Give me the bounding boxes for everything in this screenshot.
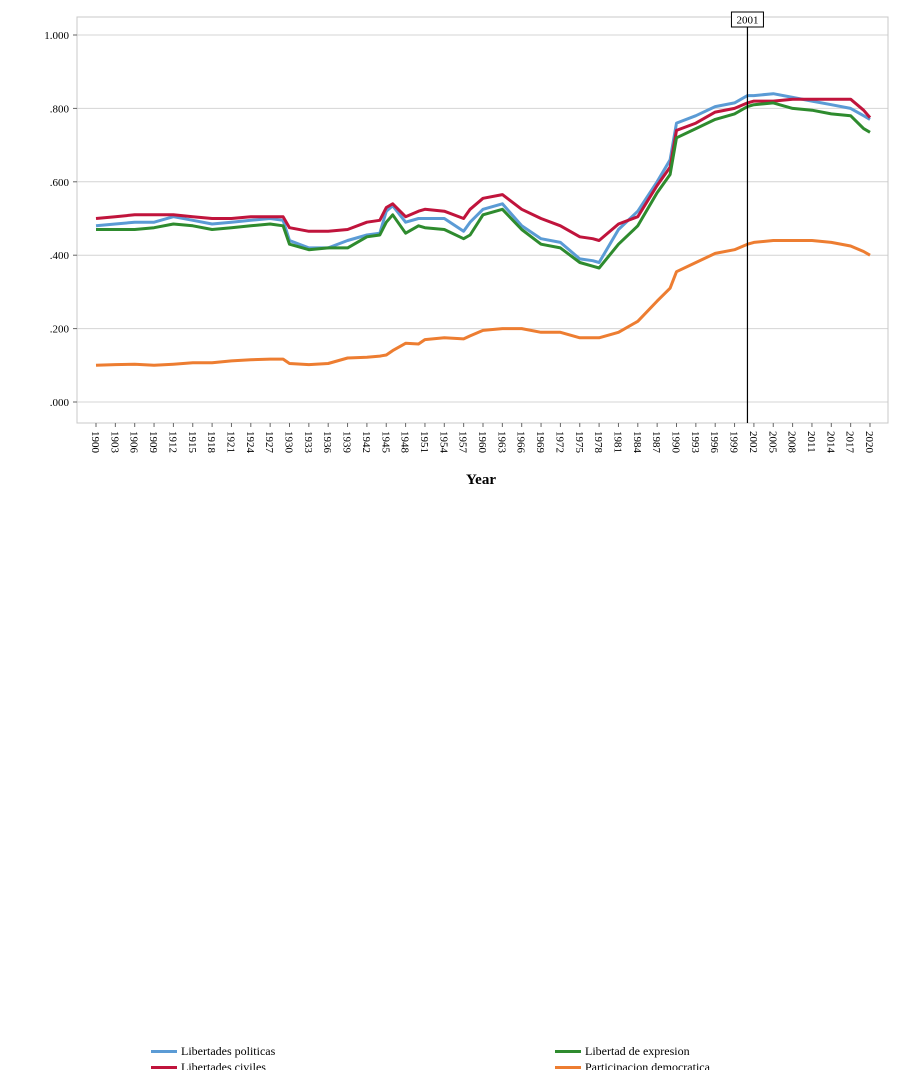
x-tick-label: 1990 [670, 431, 682, 454]
x-tick-label: 1936 [321, 431, 333, 454]
x-tick-label: 1924 [244, 431, 256, 454]
x-tick-label: 1912 [166, 431, 178, 453]
legend-item: Participacion democratica [555, 1060, 710, 1070]
series-line-libertad-de-expresion [96, 101, 871, 270]
x-tick-label: 1933 [302, 431, 314, 454]
x-tick-label: 1978 [592, 431, 604, 454]
x-tick-label: 1921 [224, 431, 236, 453]
x-tick-label: 1981 [611, 431, 623, 453]
x-axis-label: Year [466, 472, 496, 488]
legend-label: Libertades politicas [181, 1044, 276, 1058]
series-lines [95, 92, 872, 367]
x-tick-label: 1909 [147, 431, 159, 454]
x-tick-label: 1987 [650, 431, 662, 454]
y-tick-label: .400 [50, 250, 70, 262]
legend-item: Libertad de expresion [555, 1044, 690, 1058]
y-tick-label: .200 [50, 324, 70, 336]
x-tick-label: 1900 [89, 431, 101, 454]
x-tick-label: 1951 [418, 431, 430, 453]
x-tick-label: 1993 [689, 431, 701, 454]
x-tick-label: 1915 [186, 431, 198, 454]
gridlines [77, 34, 888, 403]
y-tick-label: .000 [50, 397, 70, 409]
x-tick-label: 2002 [747, 431, 759, 453]
x-tick-label: 1930 [283, 431, 295, 454]
x-tick-label: 1957 [457, 431, 469, 454]
series-line-libertades-civiles [95, 97, 872, 242]
legend-swatch [151, 1065, 177, 1069]
x-tick-label: 1903 [108, 431, 120, 454]
x-tick-label: 2017 [844, 431, 856, 454]
x-tick-label: 1945 [379, 431, 391, 454]
legend-swatch [555, 1065, 581, 1069]
reference-line-group: 2001 [730, 11, 764, 423]
axes: .000 .200 .400 .600 .800 1.000 1900 1903 1906 190… [44, 16, 889, 454]
legend-label: Participacion democratica [585, 1060, 710, 1070]
x-tick-label: 1948 [399, 431, 411, 454]
x-tick-label: 1999 [728, 431, 740, 454]
line-chart: .000 .200 .400 .600 .800 1.000 1900 1903 1906 190… [44, 11, 889, 488]
x-tick-label: 2005 [766, 431, 778, 454]
x-tick-label: 1927 [263, 431, 275, 454]
x-tick-label: 1975 [573, 431, 585, 454]
x-tick-label: 1969 [534, 431, 546, 454]
legend-item: Libertades politicas [151, 1044, 275, 1058]
reference-line-label-box [730, 11, 764, 28]
series-line-libertades-politicas [95, 92, 871, 264]
x-tick-label: 1954 [437, 431, 449, 454]
legend-item: Libertades civiles [151, 1060, 266, 1070]
x-tick-label: 1906 [128, 431, 140, 454]
legend-label: Libertad de expresion [585, 1044, 690, 1058]
x-tick-label: 1966 [515, 431, 527, 454]
x-tick-label: 2011 [805, 431, 817, 453]
chart: .000 .200 .400 .600 .800 1.000 1900 1903 1906 190… [44, 11, 889, 1070]
x-tick-label: 1972 [553, 431, 565, 453]
x-tick-label: 1963 [495, 431, 507, 454]
series-line-participacion-democratica [95, 239, 871, 367]
y-tick-label: .600 [50, 177, 70, 189]
reference-line-label: 2001 [736, 15, 758, 27]
legend-swatch [151, 1049, 177, 1053]
x-tick-label: 1996 [708, 431, 720, 454]
x-tick-label: 2020 [863, 431, 875, 454]
x-tick-label: 2008 [786, 431, 798, 454]
y-tick-label: 1.000 [44, 30, 69, 42]
y-tick-label: .800 [50, 103, 70, 115]
legend-label: Libertades civiles [181, 1060, 266, 1070]
x-tick-label: 1918 [205, 431, 217, 454]
x-tick-label: 2014 [824, 431, 836, 454]
legend-swatch [555, 1049, 581, 1053]
x-tick-label: 1984 [631, 431, 643, 454]
x-tick-label: 1939 [341, 431, 353, 454]
x-tick-label: 1960 [476, 431, 488, 454]
x-tick-label: 1942 [360, 431, 372, 453]
